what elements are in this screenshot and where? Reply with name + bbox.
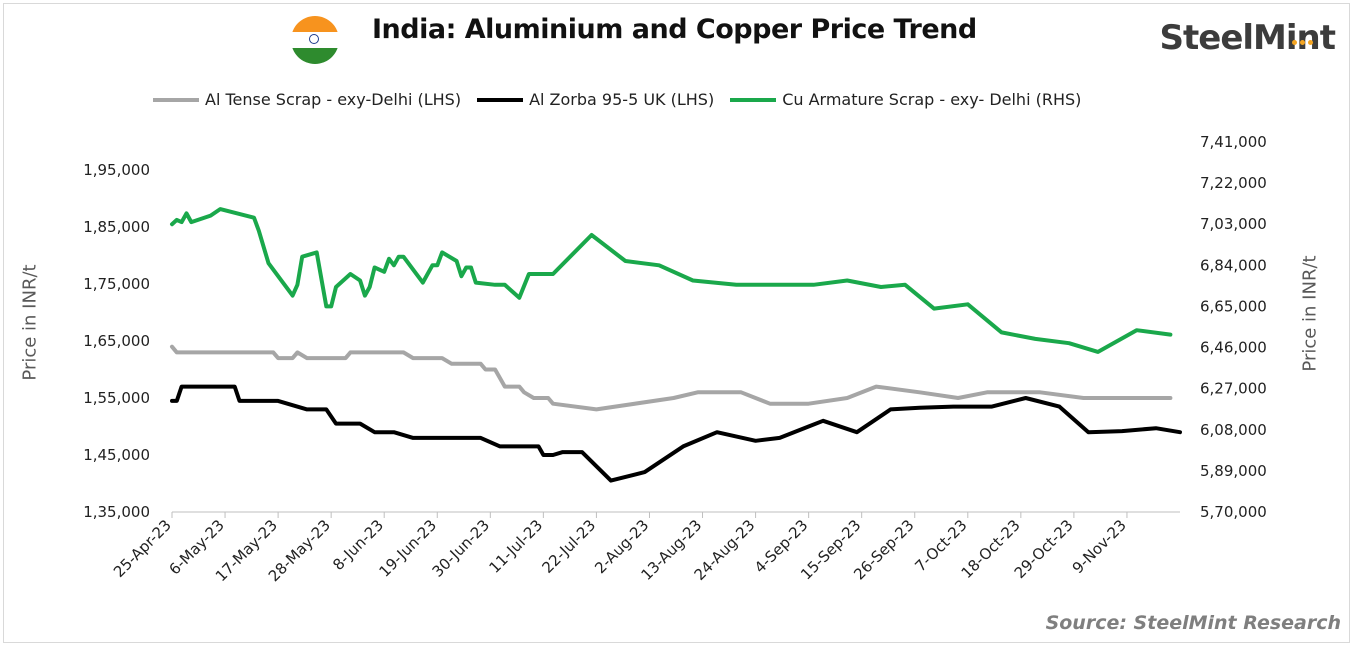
y-left-tick-label: 1,75,000 [83,275,150,293]
legend-item-cu-armature: Cu Armature Scrap - exy- Delhi (RHS) [730,90,1081,109]
legend-label: Al Tense Scrap - exy-Delhi (LHS) [205,90,462,109]
x-tick-label: 30-Jun-23 [429,516,494,581]
logo-dots-icon [1289,14,1313,54]
y-right-tick-label: 7,41,000 [1200,133,1267,151]
series-line-2 [170,207,1173,354]
y-right-tick-label: 6,08,000 [1200,421,1267,439]
y-right-tick-label: 7,22,000 [1200,174,1267,192]
y-left-tick-label: 1,95,000 [83,161,150,179]
x-tick-label: 22-Jul-23 [538,516,599,577]
y-right-tick-label: 5,89,000 [1200,462,1267,480]
chart-legend: Al Tense Scrap - exy-Delhi (LHS) Al Zorb… [153,90,1097,109]
x-tick-label: 9-Nov-23 [1069,516,1130,577]
y-left-tick-label: 1,65,000 [83,332,150,350]
chart-frame [3,3,1350,643]
y-right-tick-label: 6,27,000 [1200,380,1267,398]
y-right-tick-label: 6,84,000 [1200,256,1267,274]
brand-name: SteelMint [1159,18,1336,58]
y-right-tick-label: 5,70,000 [1200,503,1267,521]
y-left-tick-label: 1,35,000 [83,503,150,521]
legend-item-al-tense: Al Tense Scrap - exy-Delhi (LHS) [153,90,461,109]
series-line-0 [170,344,1173,412]
series-line-1 [170,384,1182,483]
legend-swatch [477,97,524,102]
y-right-tick-label: 6,65,000 [1200,297,1267,315]
x-tick-label: 11-Jul-23 [485,516,546,577]
legend-swatch [730,97,777,102]
legend-item-al-zorba: Al Zorba 95-5 UK (LHS) [477,90,714,109]
legend-swatch [153,97,199,102]
steelmint-logo: SteelMint [1159,18,1336,58]
legend-label: Cu Armature Scrap - exy- Delhi (RHS) [782,90,1082,109]
y-left-tick-label: 1,55,000 [83,389,150,407]
y-left-tick-label: 1,45,000 [83,446,150,464]
legend-label: Al Zorba 95-5 UK (LHS) [529,90,715,109]
y-left-tick-label: 1,85,000 [83,218,150,236]
source-note: Source: SteelMint Research [1045,612,1341,634]
chart-title: India: Aluminium and Copper Price Trend [372,14,977,45]
y-right-tick-label: 7,03,000 [1200,215,1267,233]
y-right-tick-label: 6,46,000 [1200,339,1267,357]
india-flag-icon [291,16,339,64]
x-tick-label: 25-Apr-23 [110,516,175,581]
